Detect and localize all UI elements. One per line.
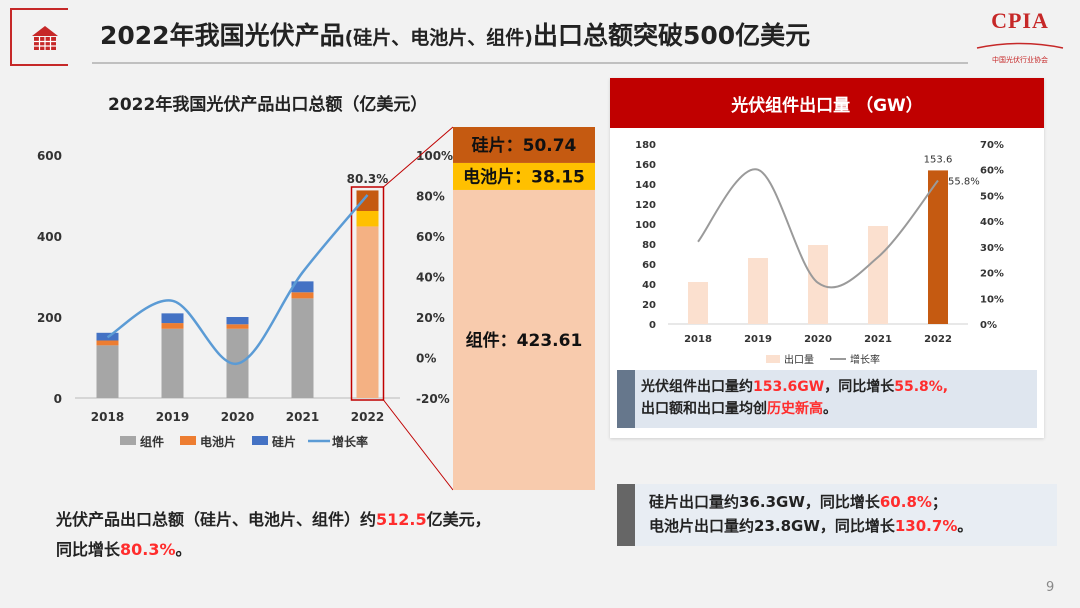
logo-frame <box>10 8 68 66</box>
detail-bar-segment <box>453 162 595 190</box>
bar-segment <box>226 324 249 329</box>
x-tick-label: 2020 <box>221 410 254 424</box>
module-note: 光伏组件出口量约153.6GW，同比增长55.8%, 出口额和出口量均创历史新高… <box>617 370 1037 428</box>
volume-bar <box>928 170 948 324</box>
y-tick-label: 80 <box>642 240 656 251</box>
y-tick-label: 60 <box>642 260 656 271</box>
growth-annotation: 80.3% <box>347 172 389 186</box>
legend-label: 电池片 <box>200 434 236 449</box>
legend-label: 增长率 <box>332 434 368 449</box>
y2-tick-label: 40% <box>416 271 445 285</box>
bar-segment <box>161 323 184 329</box>
y2-tick-label: 0% <box>416 352 436 366</box>
bar-segment <box>291 298 314 398</box>
detail-bar-segment <box>453 127 595 163</box>
bar-segment <box>226 317 249 325</box>
bar-segment <box>291 292 314 299</box>
y-tick-label: 100 <box>635 220 656 231</box>
total-export-note: 光伏产品出口总额（硅片、电池片、组件）约512.5亿美元， 同比增长80.3%。 <box>56 510 491 559</box>
y2-tick-label: 80% <box>416 190 445 204</box>
y2-tick-label: 70% <box>980 140 1004 151</box>
growth-rate-line <box>697 168 939 289</box>
legend-swatch <box>120 436 136 445</box>
y-tick-label: 120 <box>635 200 656 211</box>
detail-bar-segment <box>453 189 595 490</box>
y2-tick-label: 10% <box>980 294 1004 305</box>
legend-label: 组件 <box>140 434 164 449</box>
connector-line <box>383 126 454 188</box>
y-tick-label: 160 <box>635 160 656 171</box>
page-title: 2022年我国光伏产品(硅片、电池片、组件)出口总额突破500亿美元 <box>100 21 811 50</box>
y-tick-label: 400 <box>37 230 62 244</box>
x-tick-label: 2022 <box>924 334 952 345</box>
volume-bar <box>868 226 888 324</box>
solar-panel-icon <box>32 26 58 50</box>
title-divider <box>92 62 968 64</box>
legend-label: 硅片 <box>272 434 296 449</box>
x-tick-label: 2021 <box>864 334 892 345</box>
growth-rate-line <box>106 194 369 365</box>
x-tick-label: 2020 <box>804 334 832 345</box>
bar-segment <box>291 281 314 293</box>
y-tick-label: 20 <box>642 300 656 311</box>
x-tick-label: 2018 <box>684 334 712 345</box>
y2-tick-label: 60% <box>416 230 445 244</box>
legend-swatch <box>180 436 196 445</box>
x-tick-label: 2022 <box>351 410 384 424</box>
y2-tick-label: -20% <box>416 392 450 406</box>
bar-segment <box>356 190 379 211</box>
legend-label: 出口量 <box>784 353 814 366</box>
x-tick-label: 2019 <box>156 410 189 424</box>
left-chart-title: 2022年我国光伏产品出口总额（亿美元） <box>108 95 428 115</box>
detail-segment-label: 硅片：50.74 <box>472 135 577 156</box>
y2-tick-label: 50% <box>980 191 1004 202</box>
module-volume-title: 光伏组件出口量 （GW） <box>610 78 1044 128</box>
y2-tick-label: 20% <box>980 269 1004 280</box>
legend-swatch <box>252 436 268 445</box>
wafer-cell-note: 硅片出口量约36.3GW，同比增长60.8%； 电池片出口量约23.8GW，同比… <box>617 484 1057 546</box>
highlight-box <box>350 186 385 401</box>
connector-line <box>383 399 454 491</box>
volume-bar <box>808 245 828 324</box>
line-data-label: 55.8% <box>948 177 980 188</box>
bar-segment <box>161 328 184 398</box>
bar-segment <box>161 313 184 324</box>
y-tick-label: 140 <box>635 180 656 191</box>
bar-segment <box>96 345 119 398</box>
detail-segment-label: 电池片：38.15 <box>463 166 585 187</box>
bar-segment <box>356 210 379 227</box>
y-tick-label: 40 <box>642 280 656 291</box>
y-tick-label: 0 <box>649 320 656 331</box>
legend-swatch <box>766 355 780 363</box>
y2-tick-label: 0% <box>980 320 997 331</box>
y-tick-label: 0 <box>54 392 62 406</box>
x-tick-label: 2019 <box>744 334 772 345</box>
note-accent-bar <box>617 370 635 428</box>
detail-segment-label: 组件：423.61 <box>466 330 583 351</box>
legend-label: 增长率 <box>850 353 880 366</box>
y2-tick-label: 100% <box>416 149 453 163</box>
page-number: 9 <box>1046 580 1055 595</box>
cpia-logo: CPIA 中国光伏行业协会 <box>972 8 1068 64</box>
y-tick-label: 180 <box>635 140 656 151</box>
y2-tick-label: 60% <box>980 166 1004 177</box>
y2-tick-label: 20% <box>416 311 445 325</box>
note-accent-bar <box>617 484 635 546</box>
y2-tick-label: 40% <box>980 217 1004 228</box>
y-tick-label: 200 <box>37 311 62 325</box>
volume-bar <box>748 258 768 324</box>
x-tick-label: 2021 <box>286 410 319 424</box>
y-tick-label: 600 <box>37 149 62 163</box>
y2-tick-label: 30% <box>980 243 1004 254</box>
volume-bar <box>688 282 708 324</box>
bar-segment <box>356 226 379 398</box>
bar-data-label: 153.6 <box>924 154 953 165</box>
x-tick-label: 2018 <box>91 410 124 424</box>
bar-segment <box>96 340 119 346</box>
